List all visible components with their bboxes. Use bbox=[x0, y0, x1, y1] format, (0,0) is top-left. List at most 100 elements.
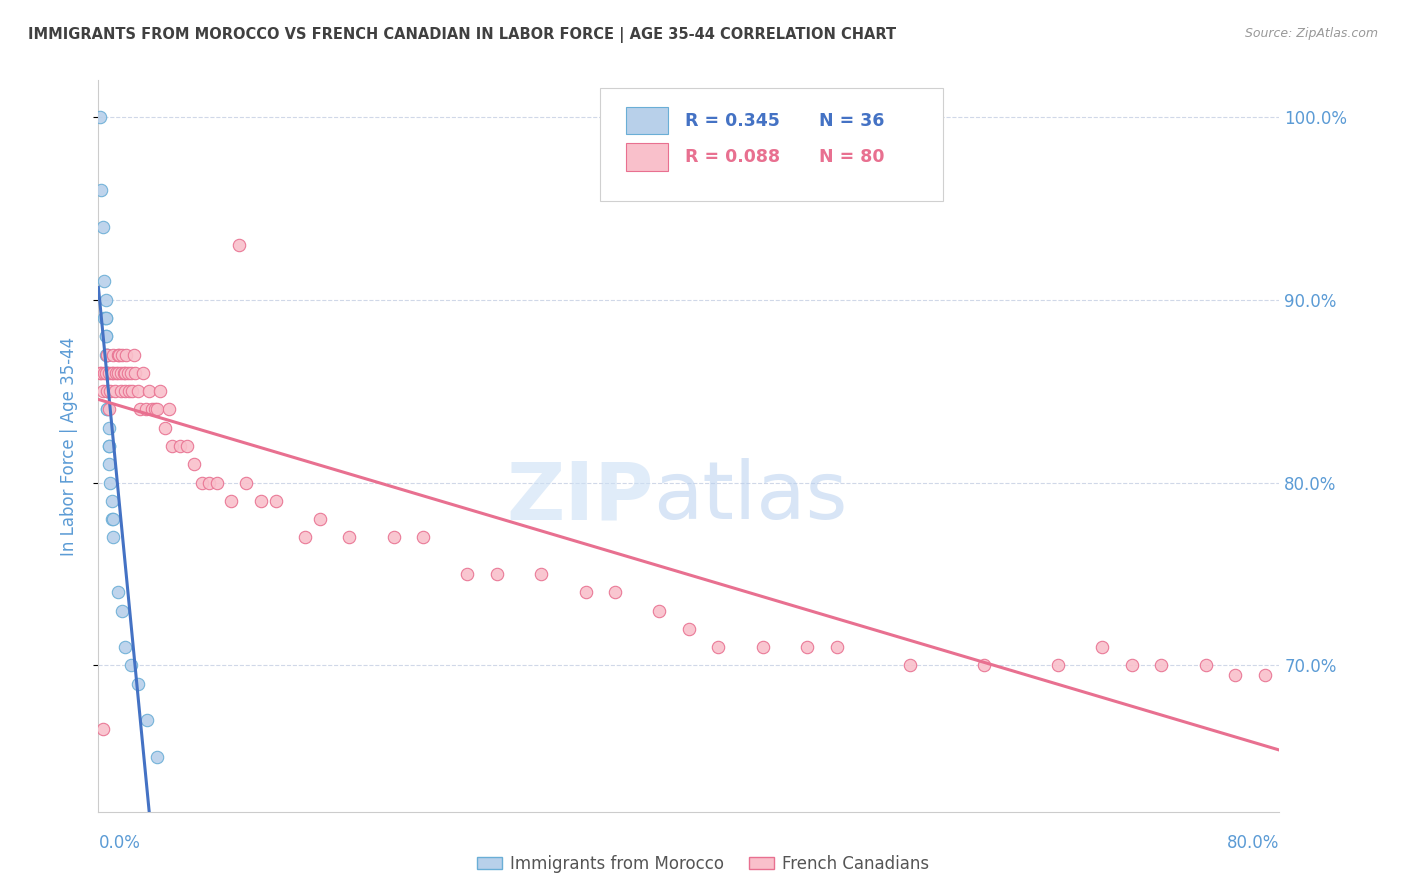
Point bbox=[146, 402, 169, 417]
Point bbox=[97, 402, 120, 417]
Point bbox=[96, 366, 118, 380]
Point bbox=[115, 348, 138, 362]
Point bbox=[103, 366, 125, 380]
Point bbox=[228, 238, 250, 252]
Point bbox=[221, 493, 243, 508]
Point bbox=[96, 384, 118, 399]
Point bbox=[100, 366, 122, 380]
Text: N = 80: N = 80 bbox=[818, 148, 884, 166]
Point bbox=[530, 567, 553, 582]
Legend: Immigrants from Morocco, French Canadians: Immigrants from Morocco, French Canadian… bbox=[470, 848, 936, 880]
Point bbox=[339, 530, 361, 544]
Point bbox=[103, 512, 125, 526]
Point bbox=[94, 311, 117, 326]
Point bbox=[1091, 640, 1114, 655]
Point bbox=[98, 475, 121, 490]
Text: R = 0.345: R = 0.345 bbox=[685, 112, 780, 129]
Point bbox=[235, 475, 257, 490]
Point bbox=[94, 329, 117, 343]
Point bbox=[1225, 667, 1247, 681]
Point bbox=[97, 366, 120, 380]
Point bbox=[96, 384, 118, 399]
Point bbox=[205, 475, 228, 490]
FancyBboxPatch shape bbox=[600, 87, 943, 201]
Point bbox=[111, 604, 134, 618]
Point bbox=[112, 366, 135, 380]
Point bbox=[1046, 658, 1070, 673]
Point bbox=[250, 493, 273, 508]
Point bbox=[96, 348, 118, 362]
Point bbox=[121, 384, 143, 399]
Point bbox=[96, 402, 118, 417]
Point bbox=[96, 348, 118, 362]
Point bbox=[103, 530, 125, 544]
Point bbox=[141, 402, 163, 417]
Point bbox=[648, 604, 671, 618]
Point bbox=[91, 384, 114, 399]
Point bbox=[136, 714, 159, 728]
Point bbox=[96, 402, 118, 417]
Point bbox=[752, 640, 775, 655]
Point bbox=[900, 658, 922, 673]
Point bbox=[94, 293, 117, 307]
Point bbox=[94, 329, 117, 343]
Point bbox=[93, 311, 115, 326]
Point bbox=[309, 512, 332, 526]
Point bbox=[117, 366, 139, 380]
Point bbox=[973, 658, 995, 673]
Point bbox=[98, 384, 121, 399]
Point bbox=[138, 384, 160, 399]
Point bbox=[1254, 667, 1277, 681]
Point bbox=[707, 640, 730, 655]
Point bbox=[89, 366, 111, 380]
Point bbox=[1150, 658, 1173, 673]
Point bbox=[146, 749, 169, 764]
Point bbox=[107, 585, 129, 599]
Point bbox=[111, 348, 134, 362]
Point bbox=[486, 567, 509, 582]
Point bbox=[1121, 658, 1143, 673]
Point bbox=[97, 439, 120, 453]
Point bbox=[118, 384, 141, 399]
Point bbox=[110, 366, 132, 380]
Point bbox=[127, 677, 149, 691]
Point bbox=[90, 183, 112, 197]
Point bbox=[91, 723, 114, 737]
Point bbox=[796, 640, 818, 655]
Point bbox=[97, 421, 120, 435]
Point bbox=[96, 384, 118, 399]
Point bbox=[135, 402, 157, 417]
Text: IMMIGRANTS FROM MOROCCO VS FRENCH CANADIAN IN LABOR FORCE | AGE 35-44 CORRELATIO: IMMIGRANTS FROM MOROCCO VS FRENCH CANADI… bbox=[28, 27, 896, 43]
Text: Source: ZipAtlas.com: Source: ZipAtlas.com bbox=[1244, 27, 1378, 40]
Point bbox=[157, 402, 180, 417]
Point bbox=[191, 475, 214, 490]
Point bbox=[132, 366, 155, 380]
Point bbox=[97, 458, 120, 472]
Point bbox=[176, 439, 198, 453]
Point bbox=[114, 640, 136, 655]
Text: 80.0%: 80.0% bbox=[1227, 834, 1279, 852]
Point bbox=[169, 439, 191, 453]
Point bbox=[264, 493, 287, 508]
Text: 0.0%: 0.0% bbox=[98, 834, 141, 852]
Point bbox=[143, 402, 166, 417]
Point bbox=[120, 366, 142, 380]
Point bbox=[90, 366, 112, 380]
Point bbox=[198, 475, 221, 490]
Point bbox=[678, 622, 700, 636]
Point bbox=[91, 219, 114, 234]
Point bbox=[120, 658, 142, 673]
Point bbox=[94, 366, 117, 380]
Point bbox=[104, 384, 127, 399]
Point bbox=[575, 585, 598, 599]
Point bbox=[97, 439, 120, 453]
Point bbox=[96, 348, 118, 362]
Point bbox=[124, 366, 146, 380]
Text: N = 36: N = 36 bbox=[818, 112, 884, 129]
Point bbox=[108, 348, 131, 362]
Text: R = 0.088: R = 0.088 bbox=[685, 148, 780, 166]
Point bbox=[128, 402, 150, 417]
Y-axis label: In Labor Force | Age 35-44: In Labor Force | Age 35-44 bbox=[59, 336, 77, 556]
Point bbox=[103, 348, 125, 362]
Point bbox=[382, 530, 405, 544]
